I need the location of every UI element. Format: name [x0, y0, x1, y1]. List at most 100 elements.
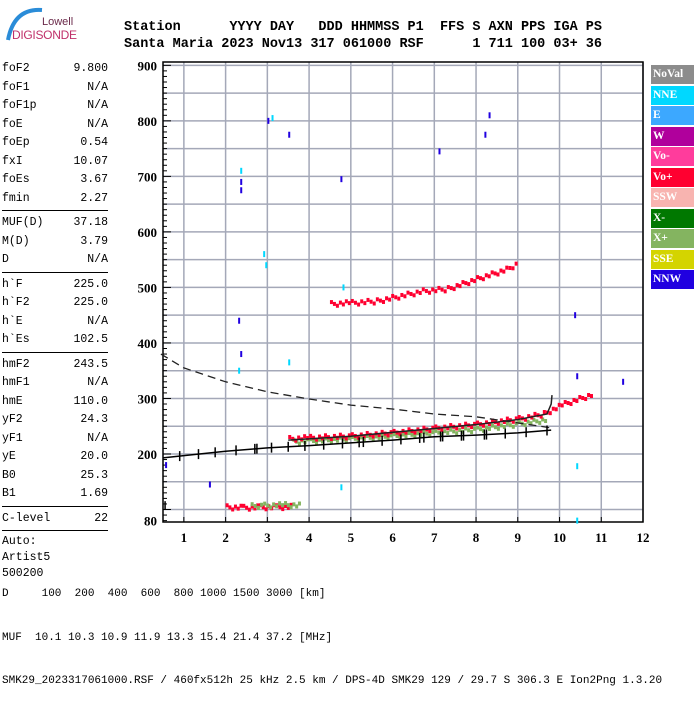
data-point [428, 433, 432, 438]
y-tick-label: 200 [138, 447, 158, 462]
data-point [464, 281, 468, 286]
data-point [502, 419, 506, 424]
data-point [394, 295, 398, 300]
data-point [502, 424, 506, 429]
data-point [479, 427, 483, 432]
data-point [344, 439, 348, 444]
param-name: h`F [2, 277, 23, 291]
data-point [487, 426, 491, 431]
legend-item-x-: X+ [651, 229, 694, 248]
param-name: foEs [2, 173, 30, 186]
density-profile-line [162, 429, 552, 459]
y-tick-label: 400 [138, 336, 158, 351]
param-row: hmF1 N/A [2, 374, 108, 393]
data-point [404, 434, 408, 439]
data-point [388, 297, 392, 302]
param-row: foEs 3.67 [2, 171, 108, 190]
header-labels: Station YYYY DAY DDD HHMMSS P1 FFS S AXN… [124, 20, 602, 35]
data-point [368, 435, 372, 440]
data-point [289, 502, 293, 507]
data-point [523, 423, 527, 428]
data-point [533, 411, 537, 416]
data-point [404, 430, 408, 435]
data-point [425, 431, 429, 436]
x-tick-label: 11 [595, 530, 607, 545]
data-point [443, 289, 447, 294]
data-point [484, 420, 488, 425]
data-point [359, 435, 363, 440]
data-point [505, 265, 509, 270]
param-row: h`F 225.0 [2, 276, 108, 295]
data-point [576, 373, 579, 380]
header-values: Santa Maria 2023 Nov13 317 061000 RSF 1 … [124, 37, 602, 52]
auto-scaling-line: 500200 [2, 567, 44, 580]
data-point [575, 399, 579, 404]
param-value: 225.0 [73, 277, 108, 291]
data-point [581, 396, 585, 401]
data-point [589, 394, 593, 399]
data-point [407, 431, 411, 436]
data-point [377, 433, 381, 438]
data-point [455, 431, 459, 436]
data-point [440, 287, 444, 292]
auto-scaling-line: Auto: [2, 535, 37, 548]
data-point [271, 115, 274, 122]
data-point [526, 419, 530, 424]
param-value: 37.18 [73, 216, 108, 229]
data-point [431, 425, 435, 430]
data-point [240, 187, 243, 194]
param-row: yE 20.0 [2, 448, 108, 467]
data-point [297, 435, 301, 440]
param-name: h`Es [2, 333, 30, 346]
data-point [372, 301, 376, 306]
data-point [517, 420, 521, 425]
data-point [309, 433, 313, 438]
data-point [499, 423, 503, 428]
param-name: foEp [2, 136, 30, 149]
data-point [329, 440, 333, 445]
data-point [365, 434, 369, 439]
data-point [446, 285, 450, 290]
separator [2, 530, 108, 531]
param-row: hmE 110.0 [2, 393, 108, 412]
data-point [347, 433, 351, 438]
data-point [478, 276, 482, 281]
data-point [496, 272, 500, 277]
data-point [455, 426, 459, 431]
param-value: N/A [87, 431, 108, 445]
param-name: fxI [2, 154, 23, 168]
data-point [467, 282, 471, 287]
data-point [487, 274, 491, 279]
data-point [470, 430, 474, 435]
data-point [584, 397, 588, 402]
data-point [470, 278, 474, 283]
param-row: hmF2 243.5 [2, 356, 108, 375]
data-point [344, 436, 348, 441]
data-point [452, 287, 456, 292]
data-point [312, 439, 316, 444]
x-tick-label: 12 [637, 530, 650, 545]
data-point [532, 417, 536, 422]
data-point [281, 507, 285, 512]
logo-line1: Lowell [42, 16, 74, 28]
param-value: 3.79 [80, 234, 108, 248]
f2-trace-fit-line [288, 395, 553, 441]
data-point [239, 503, 243, 508]
param-value: N/A [87, 314, 108, 328]
footer-muf-row: MUF 10.1 10.3 10.9 11.9 13.3 15.4 21.4 3… [2, 631, 333, 644]
data-point [323, 433, 327, 438]
data-point [165, 462, 168, 469]
param-value: 9.800 [73, 62, 108, 75]
data-point [386, 436, 390, 441]
data-point [548, 411, 552, 416]
data-point [267, 117, 270, 124]
param-row: h`F2 225.0 [2, 294, 108, 313]
legend-item-vo-: Vo+ [651, 167, 694, 187]
data-point [452, 429, 456, 434]
data-point [443, 424, 447, 429]
data-point [476, 420, 480, 425]
param-value: 0.54 [80, 136, 108, 149]
data-point [275, 504, 279, 509]
data-point [341, 302, 345, 307]
data-point [514, 421, 518, 426]
